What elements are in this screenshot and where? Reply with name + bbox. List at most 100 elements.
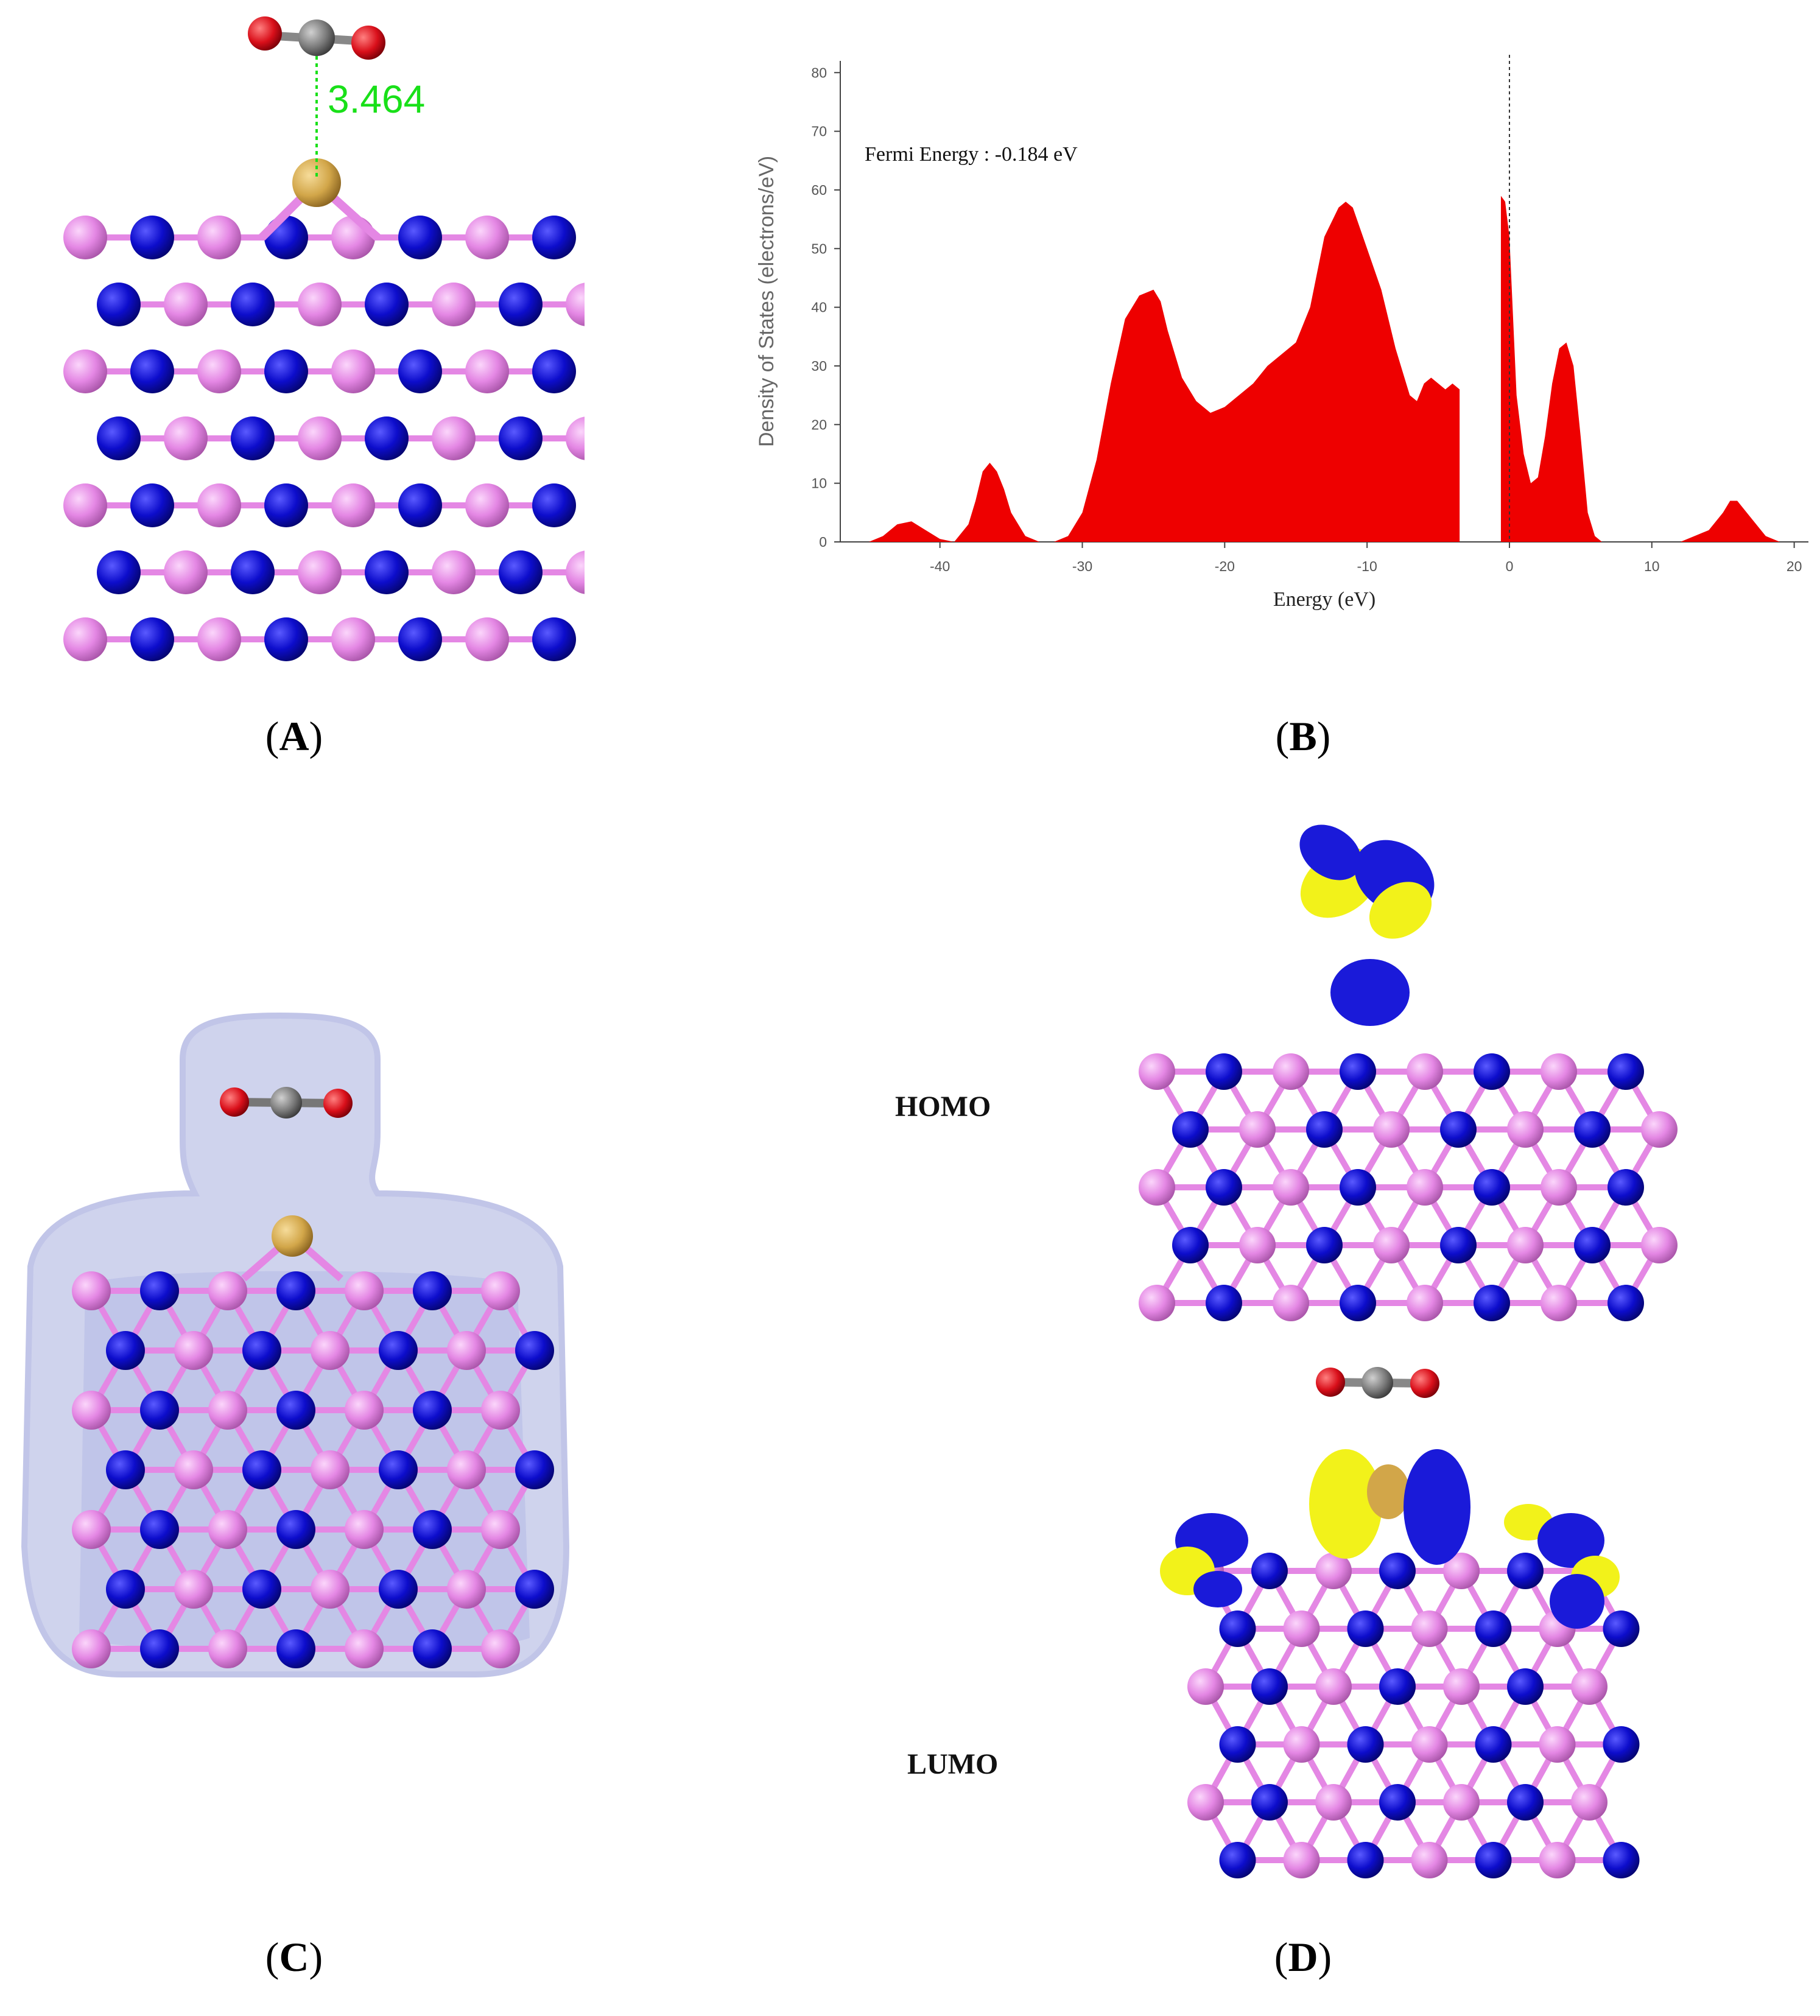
boron-atom bbox=[1139, 1053, 1175, 1090]
nitrogen-atom bbox=[1474, 1169, 1510, 1206]
nitrogen-atom bbox=[130, 483, 174, 527]
lumo-lobes bbox=[1160, 1449, 1620, 1629]
boron-atom bbox=[63, 483, 107, 527]
boron-atom bbox=[481, 1629, 520, 1668]
nitrogen-atom bbox=[499, 283, 543, 326]
nitrogen-atom bbox=[1507, 1668, 1544, 1705]
boron-atom bbox=[311, 1450, 350, 1489]
boron-atom bbox=[481, 1391, 520, 1430]
panel-c-isosurface bbox=[21, 1012, 570, 1677]
boron-atom bbox=[208, 1510, 247, 1549]
nitrogen-atom bbox=[1347, 1726, 1384, 1763]
boron-atom bbox=[63, 216, 107, 259]
nitrogen-atom bbox=[1379, 1668, 1416, 1705]
nitrogen-atom bbox=[398, 483, 442, 527]
nitrogen-atom bbox=[1340, 1053, 1376, 1090]
nitrogen-atom bbox=[1607, 1169, 1644, 1206]
nitrogen-atom bbox=[515, 1331, 554, 1370]
boron-atom bbox=[1139, 1285, 1175, 1321]
boron-atom bbox=[1411, 1610, 1448, 1647]
dopant-atom bbox=[241, 1215, 343, 1282]
nitrogen-atom bbox=[1603, 1726, 1640, 1763]
boron-atom bbox=[465, 349, 509, 393]
boron-atom bbox=[1507, 1227, 1544, 1263]
boron-atom bbox=[432, 550, 476, 594]
boron-atom bbox=[164, 283, 208, 326]
boron-atom bbox=[1283, 1610, 1320, 1647]
boron-atom bbox=[311, 1331, 350, 1370]
nitrogen-atom bbox=[1574, 1227, 1611, 1263]
nitrogen-atom bbox=[1475, 1726, 1512, 1763]
nitrogen-atom bbox=[532, 216, 576, 259]
boron-atom bbox=[345, 1629, 384, 1668]
boron-atom bbox=[72, 1391, 111, 1430]
nitrogen-atom bbox=[365, 283, 409, 326]
nitrogen-atom bbox=[1607, 1285, 1644, 1321]
boron-atom bbox=[1407, 1285, 1443, 1321]
boron-atom bbox=[465, 216, 509, 259]
boron-atom bbox=[174, 1570, 213, 1609]
nitrogen-atom bbox=[242, 1331, 281, 1370]
nitrogen-atom bbox=[140, 1391, 179, 1430]
co2-molecule bbox=[220, 1087, 353, 1119]
boron-atom bbox=[1411, 1726, 1448, 1763]
nitrogen-atom bbox=[532, 349, 576, 393]
nitrogen-atom bbox=[1507, 1553, 1544, 1589]
boron-atom bbox=[1407, 1053, 1443, 1090]
nitrogen-atom bbox=[1603, 1610, 1640, 1647]
y-tick-label: 60 bbox=[811, 182, 827, 198]
nitrogen-atom bbox=[140, 1510, 179, 1549]
boron-atom bbox=[1571, 1668, 1607, 1705]
nitrogen-atom bbox=[1440, 1111, 1477, 1148]
nitrogen-atom bbox=[231, 550, 275, 594]
nitrogen-atom bbox=[1306, 1111, 1343, 1148]
x-tick-label: -20 bbox=[1215, 558, 1235, 574]
nitrogen-atom bbox=[1206, 1285, 1242, 1321]
bn-nanotube-lattice bbox=[72, 1271, 554, 1668]
boron-atom bbox=[465, 617, 509, 661]
boron-atom bbox=[1273, 1053, 1309, 1090]
lumo-label: LUMO bbox=[907, 1748, 999, 1780]
boron-atom bbox=[1641, 1111, 1678, 1148]
y-tick-label: 0 bbox=[819, 534, 827, 550]
boron-atom bbox=[331, 216, 375, 259]
panel-d-co2 bbox=[1316, 1367, 1439, 1399]
boron-atom bbox=[1507, 1111, 1544, 1148]
nitrogen-atom bbox=[97, 283, 141, 326]
boron-atom bbox=[1373, 1227, 1410, 1263]
caption-b: (B) bbox=[1275, 713, 1331, 759]
dos-area bbox=[840, 195, 1808, 542]
boron-atom bbox=[298, 416, 342, 460]
nitrogen-atom bbox=[231, 416, 275, 460]
distance-label: 3.464 bbox=[328, 77, 425, 121]
boron-atom bbox=[566, 283, 585, 326]
bn-nanotube-lattice bbox=[1139, 1053, 1678, 1321]
boron-atom bbox=[72, 1629, 111, 1668]
nitrogen-atom bbox=[1440, 1227, 1477, 1263]
y-tick-label: 20 bbox=[811, 416, 827, 432]
nitrogen-atom bbox=[231, 283, 275, 326]
nitrogen-atom bbox=[365, 416, 409, 460]
nitrogen-atom bbox=[1340, 1169, 1376, 1206]
boron-atom bbox=[174, 1450, 213, 1489]
boron-atom bbox=[311, 1570, 350, 1609]
boron-atom bbox=[197, 483, 241, 527]
nitrogen-atom bbox=[276, 1629, 315, 1668]
nitrogen-atom bbox=[1474, 1285, 1510, 1321]
nitrogen-atom bbox=[532, 617, 576, 661]
boron-atom bbox=[1571, 1784, 1607, 1821]
boron-atom bbox=[208, 1271, 247, 1310]
boron-atom bbox=[345, 1271, 384, 1310]
boron-atom bbox=[298, 550, 342, 594]
boron-atom bbox=[1187, 1668, 1224, 1705]
nitrogen-atom bbox=[1251, 1668, 1288, 1705]
boron-atom bbox=[63, 617, 107, 661]
nitrogen-atom bbox=[106, 1450, 145, 1489]
x-tick-label: 20 bbox=[1787, 558, 1802, 574]
y-tick-label: 10 bbox=[811, 476, 827, 491]
nitrogen-atom bbox=[413, 1391, 452, 1430]
boron-atom bbox=[197, 216, 241, 259]
boron-atom bbox=[1283, 1726, 1320, 1763]
boron-atom bbox=[208, 1629, 247, 1668]
y-tick-label: 50 bbox=[811, 241, 827, 256]
